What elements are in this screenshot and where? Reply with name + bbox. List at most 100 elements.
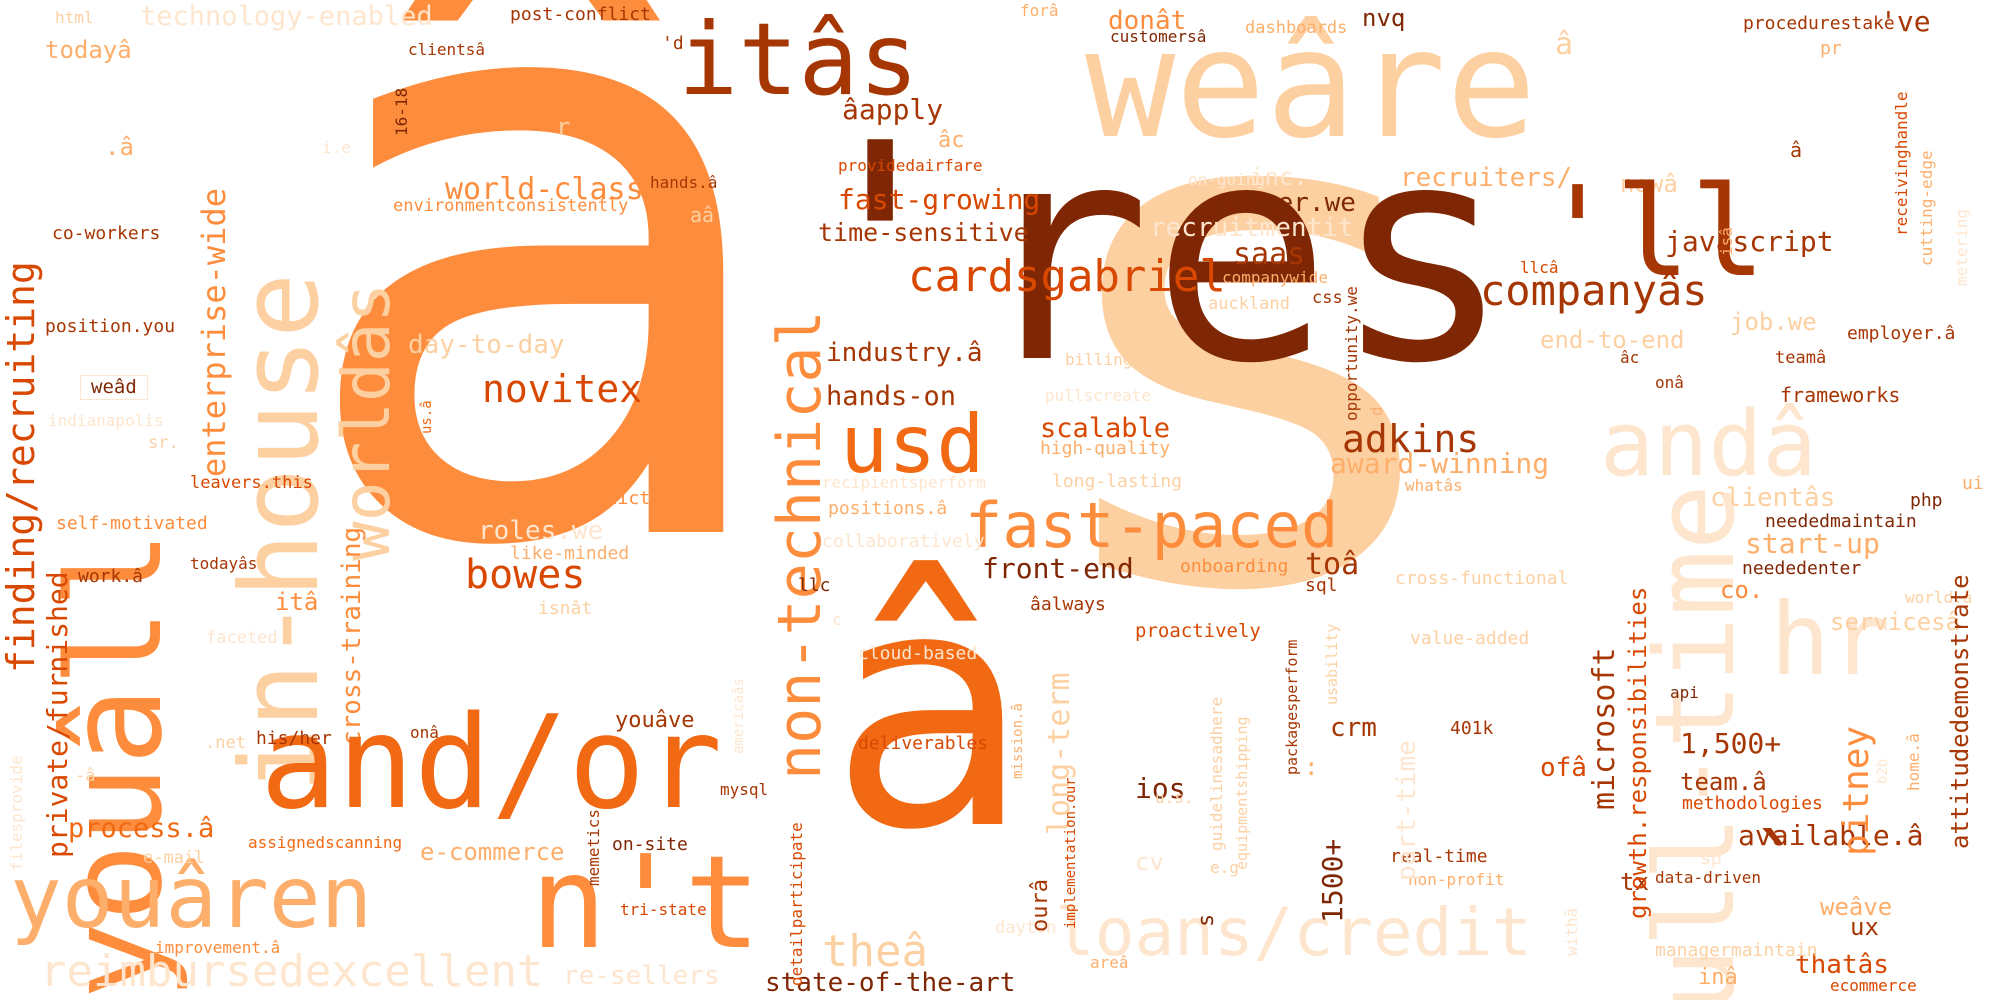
word-re-sellers: re-sellers xyxy=(563,961,720,991)
word-llc: llc xyxy=(798,575,831,596)
word-filesprovide: filesprovide xyxy=(7,755,26,871)
word-youve: youâve xyxy=(615,708,695,733)
word-s-small: s xyxy=(1194,913,1219,927)
word-apostrophe-res: 'res xyxy=(790,80,1513,429)
word-co-workers: co-workers xyxy=(52,223,161,244)
word-to-a: toâ xyxy=(1305,547,1360,582)
word-world-class: world-class xyxy=(445,172,644,207)
word-reimbursedexcellent: reimbursedexcellent xyxy=(40,946,544,997)
word-its: itâs xyxy=(678,1,919,118)
word-implementation-our: implementation.our xyxy=(1063,777,1079,929)
word-on-going: on-going xyxy=(1188,170,1266,189)
word-loans-credit: loans/credit xyxy=(1055,894,1532,971)
word-technology-enabled: technology-enabled xyxy=(140,1,433,32)
word-position-you: position.you xyxy=(45,316,176,337)
word-providedairfare: providedairfare xyxy=(838,156,983,175)
word-adkins: adkins xyxy=(1342,417,1480,461)
word-managermaintain: managermaintain xyxy=(1655,940,1818,961)
word-ux: ux xyxy=(1850,913,1879,941)
word-recruiters: recruiters/ xyxy=(1400,163,1573,193)
word-environmentconsistently: environmentconsistently xyxy=(393,196,629,216)
word-inc: inc. xyxy=(1250,163,1308,191)
word-post-conflict: post-conflict xyxy=(510,4,651,25)
word-e-commerce: e-commerce xyxy=(420,838,565,866)
word-javascript: javascript xyxy=(1665,225,1834,258)
word-faceted: faceted xyxy=(206,628,278,648)
word-state-of-the-art: state-of-the-art xyxy=(765,968,1016,998)
word-worlds: worldâs xyxy=(328,282,405,561)
word-enterprise-wide: enterprise-wide xyxy=(195,188,233,477)
word-fast-paced: fast-paced xyxy=(965,489,1339,562)
word-companys: companyâs xyxy=(1480,266,1708,315)
word-industry-a: industry.â xyxy=(826,338,983,368)
word-s-big: s xyxy=(1060,0,1436,749)
word-apply: âapply xyxy=(842,93,944,126)
word-r: r xyxy=(556,113,571,141)
word-crm: crm xyxy=(1330,713,1377,743)
word-long-lasting: long-lasting xyxy=(1052,471,1183,492)
word-finding-recruiting: finding/recruiting xyxy=(0,261,43,673)
word-metering: metering xyxy=(1952,208,1971,286)
word-and-or: and/or xyxy=(260,689,723,838)
word-pre-conflict: pre-conflict xyxy=(520,488,651,509)
word-employer-a: employer.â xyxy=(1847,323,1956,344)
word-e-mail: e-mail xyxy=(143,848,205,868)
word-d2: d xyxy=(1367,406,1386,416)
word-tri-state: tri-state xyxy=(620,900,707,919)
word-cv: cv xyxy=(1135,848,1164,876)
word-the-a: theâ xyxy=(822,926,928,977)
word-team-hat: teamâ xyxy=(1775,348,1827,368)
word-world-a: world.â xyxy=(1905,588,1973,607)
word-on-a: onâ xyxy=(410,723,439,742)
word-always: âalways xyxy=(1030,594,1106,615)
word-with-a: withâ xyxy=(1562,907,1581,956)
word-real-time: real-time xyxy=(1390,846,1488,867)
word-co: co. xyxy=(1720,576,1764,604)
word-procedurestake: procedurestake xyxy=(1743,13,1895,34)
word-detailparticipate: detailparticipate xyxy=(787,822,806,986)
word-dont: donât xyxy=(1108,6,1187,36)
word-process-a: process.â xyxy=(68,813,215,844)
word-16-18: 16-18 xyxy=(392,87,411,136)
word-like-minded: like-minded xyxy=(510,543,630,564)
word-onboarding: onboarding xyxy=(1180,556,1289,577)
word-ve: 've xyxy=(1880,5,1931,38)
word-ios: ios xyxy=(1135,772,1186,805)
word-hr: hr xyxy=(1770,581,1891,698)
word-customers: customersâ xyxy=(1110,27,1207,46)
word-nvq: nvq xyxy=(1362,4,1406,32)
word-part-time: part-time xyxy=(1392,740,1422,881)
word-i-e: i.e xyxy=(322,138,351,157)
word-its-a: itâ xyxy=(275,588,319,616)
word-api: api xyxy=(1670,683,1699,702)
word-ui: ui xyxy=(1962,473,1984,494)
word-1500-plus: 1500+ xyxy=(1316,838,1349,923)
word-todays: todayâs xyxy=(190,554,258,573)
word-his-her: his/her xyxy=(256,728,332,749)
word-whats: whatâs xyxy=(1405,476,1463,495)
word-thats: thatâs xyxy=(1795,950,1889,980)
word-nt: n't xyxy=(530,829,762,978)
word-time-sensitive: time-sensitive xyxy=(818,218,1029,247)
word-indianapolis: indianapolis xyxy=(48,411,164,430)
word-award-winning: award-winning xyxy=(1330,447,1550,480)
word-weare: weâre xyxy=(1085,0,1537,172)
word-end-to-end: end-to-end xyxy=(1540,326,1685,354)
word-receivinghandle: receivinghandle xyxy=(1892,91,1911,237)
word-and-a: andâ xyxy=(1600,392,1817,497)
word-pr: pr xyxy=(1820,38,1842,59)
word-cutting-edge: cutting-edge xyxy=(1917,150,1936,266)
word-tx: tx xyxy=(1620,868,1649,896)
word-improvement-a: improvement.â xyxy=(155,938,281,957)
word-onan: onâ xyxy=(1655,373,1684,392)
word-ac: âc xyxy=(938,128,965,153)
word-proactively: proactively xyxy=(1135,620,1261,642)
word-mysql: mysql xyxy=(720,780,769,799)
word-non-profit: non-profit xyxy=(1408,870,1505,889)
word-area: areâ xyxy=(1090,953,1129,972)
word-mission-a: mission.â xyxy=(1010,703,1026,779)
word-job-we: job.we xyxy=(1730,308,1817,336)
word-1-500-plus: 1,500+ xyxy=(1680,727,1782,760)
word-dash-a: -â xyxy=(75,766,96,786)
word-data-driven: data-driven xyxy=(1655,868,1761,887)
